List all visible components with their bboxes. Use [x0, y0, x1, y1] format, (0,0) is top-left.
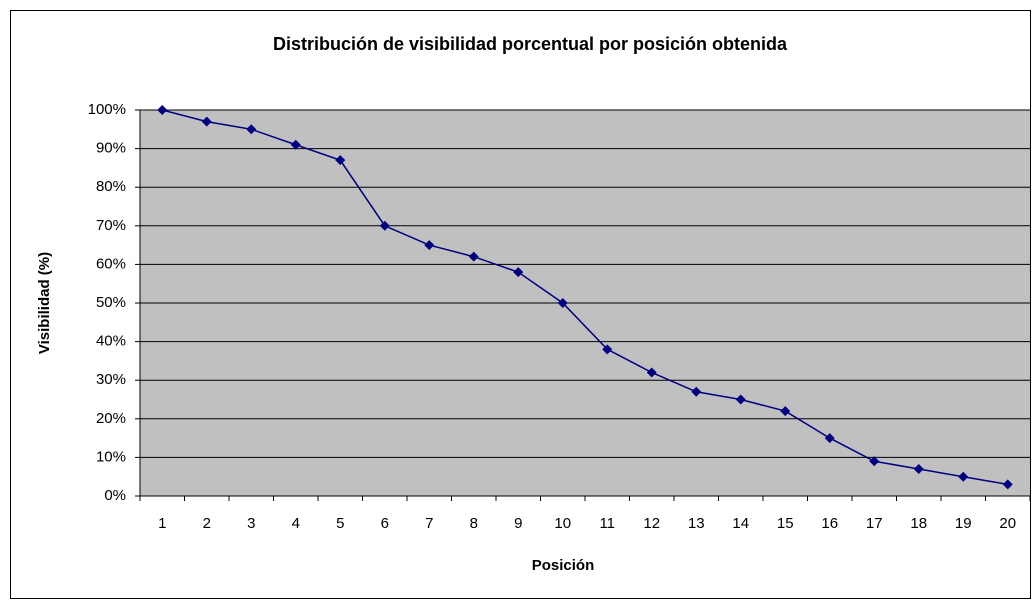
- x-tick-label: 11: [599, 515, 615, 532]
- marker: [913, 463, 924, 474]
- x-tick-label: 20: [999, 515, 1016, 532]
- x-tick-label: 13: [688, 515, 705, 532]
- y-tick-label: 100%: [88, 101, 126, 118]
- marker: [958, 471, 969, 482]
- marker: [780, 406, 791, 417]
- marker: [335, 155, 346, 166]
- marker: [691, 386, 702, 397]
- x-tick-label: 10: [554, 515, 571, 532]
- x-tick-label: 19: [955, 515, 972, 532]
- marker: [468, 251, 479, 262]
- y-tick-label: 80%: [96, 178, 126, 195]
- marker: [157, 105, 168, 115]
- x-tick-label: 12: [643, 515, 660, 532]
- x-tick-label: 18: [910, 515, 927, 532]
- x-tick-label: 17: [866, 515, 883, 532]
- y-tick-label: 20%: [96, 410, 126, 427]
- marker: [824, 433, 835, 444]
- x-tick-label: 1: [158, 515, 166, 532]
- x-tick-label: 14: [732, 515, 749, 532]
- marker: [1002, 479, 1013, 490]
- y-tick-label: 10%: [96, 448, 126, 465]
- marker: [201, 116, 212, 127]
- y-tick-label: 70%: [96, 217, 126, 234]
- x-tick-label: 15: [777, 515, 794, 532]
- y-tick-label: 50%: [96, 294, 126, 311]
- x-tick-label: 6: [381, 515, 389, 532]
- y-tick-label: 90%: [96, 140, 126, 157]
- marker: [246, 124, 257, 135]
- x-tick-label: 9: [514, 515, 522, 532]
- marker: [379, 220, 390, 231]
- x-tick-label: 7: [425, 515, 433, 532]
- x-tick-label: 5: [336, 515, 344, 532]
- marker: [290, 139, 301, 150]
- marker: [735, 394, 746, 405]
- x-tick-label: 3: [247, 515, 255, 532]
- x-tick-label: 16: [821, 515, 838, 532]
- marker: [557, 298, 568, 308]
- y-tick-label: 0%: [104, 487, 126, 504]
- marker: [513, 267, 524, 278]
- marker: [424, 240, 435, 251]
- marker: [602, 344, 613, 355]
- x-tick-label: 8: [470, 515, 478, 532]
- x-tick-label: 4: [292, 515, 300, 532]
- line: [162, 109, 1008, 486]
- x-axis-label: Posición: [532, 557, 595, 574]
- y-tick-label: 30%: [96, 371, 126, 388]
- y-axis-label: Visibilidad (%): [36, 252, 53, 354]
- x-tick-label: 2: [203, 515, 211, 532]
- y-tick-label: 40%: [96, 333, 126, 350]
- y-tick-label: 60%: [96, 255, 126, 272]
- chart-title: Distribución de visibilidad porcentual p…: [273, 34, 788, 54]
- marker: [869, 456, 880, 467]
- marker: [646, 367, 657, 378]
